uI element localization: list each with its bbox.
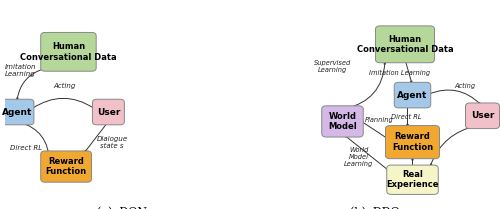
Text: World
Model: World Model [328,112,357,131]
Text: Direct RL: Direct RL [391,114,422,120]
Text: Real
Experience: Real Experience [386,170,439,189]
FancyBboxPatch shape [376,26,434,63]
Text: Dialogue
state s: Dialogue state s [96,136,128,149]
FancyBboxPatch shape [40,32,96,71]
Text: Planning: Planning [364,117,393,124]
Text: Imitation Learning: Imitation Learning [370,69,430,76]
Text: World
Model
Learning: World Model Learning [344,147,374,167]
Text: Human
Conversational Data: Human Conversational Data [20,42,117,61]
Text: Acting: Acting [54,83,76,89]
FancyBboxPatch shape [466,103,500,129]
Text: Acting: Acting [454,83,475,89]
Text: (b)  DDQ: (b) DDQ [350,206,400,209]
Text: User: User [471,111,494,120]
Text: Reward
Function: Reward Function [392,133,433,152]
Text: Human
Conversational Data: Human Conversational Data [356,35,454,54]
Text: Imitation
Learning: Imitation Learning [4,64,36,77]
FancyBboxPatch shape [394,82,431,108]
FancyBboxPatch shape [0,99,34,125]
FancyBboxPatch shape [386,126,440,159]
Text: Direct RL: Direct RL [10,145,42,151]
Text: Supervised
Learning: Supervised Learning [314,60,351,73]
Text: (a)  DQN: (a) DQN [98,206,148,209]
FancyBboxPatch shape [92,99,124,125]
Text: Agent: Agent [398,90,428,100]
Text: Reward
Function: Reward Function [46,157,86,176]
FancyBboxPatch shape [387,165,438,194]
FancyBboxPatch shape [40,151,92,182]
FancyBboxPatch shape [322,106,363,137]
Text: Agent: Agent [2,107,32,117]
Text: User: User [96,107,120,117]
